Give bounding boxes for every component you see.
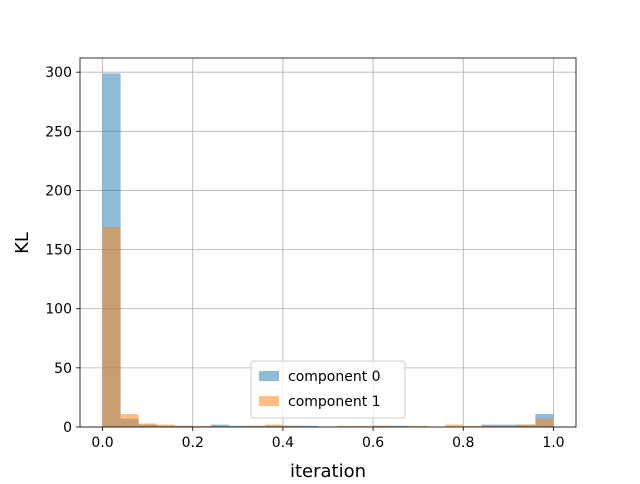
legend-swatch [259,396,279,406]
bar-series-0 [228,425,247,427]
x-tick-label: 0.4 [272,435,294,451]
x-tick-label: 0.2 [182,435,204,451]
bar-series-1 [355,425,374,427]
bar-series-1 [120,413,139,427]
x-tick-label: 0.8 [452,435,474,451]
legend-entry-label: component 1 [288,394,381,410]
legend: component 0 component 1 [250,360,406,419]
bar-series-1 [174,425,193,427]
bar-series-1 [409,425,428,427]
bar-series-1 [481,425,500,427]
bar-series-1 [192,425,211,427]
bar-series-1 [499,425,518,427]
x-tick-label: 0.6 [362,435,384,451]
y-tick-label: 150 [45,243,72,259]
plot-frame [79,57,577,428]
y-tick-label: 200 [45,183,72,199]
y-axis-label: KL [12,232,33,254]
bar-series-0 [300,425,319,427]
y-tick-label: 0 [63,420,72,436]
x-tick-label: 0.0 [91,435,113,451]
grid [80,58,576,428]
y-tick-label: 250 [45,124,72,140]
bar-series-1 [102,227,121,427]
bar-series-1 [156,424,175,427]
bar-series-1 [535,418,554,427]
bar-series-1 [264,424,283,427]
bar-series-1 [337,425,356,427]
y-tick-label: 100 [45,302,72,318]
legend-swatch [259,371,279,381]
bar-series-0 [391,425,410,427]
bar-series-1 [463,425,482,427]
bar-series-1 [210,425,229,427]
bar-series-1 [246,425,265,427]
legend-entry-label: component 0 [288,369,381,385]
y-tick-label: 300 [45,65,72,81]
bar-series-1 [373,425,392,427]
x-axis-label: iteration [290,461,366,480]
axes: 0.0 0.2 0.4 0.6 0.8 1.0 0 50 100 150 200 250 300 [45,57,577,451]
bars [102,73,554,427]
bar-series-1 [282,425,301,427]
bar-series-1 [517,424,536,427]
bar-series-1 [138,423,157,427]
legend-box [250,360,406,419]
y-tick-label: 50 [54,361,72,377]
x-tick-label: 1.0 [542,435,564,451]
bar-series-1 [445,424,464,427]
